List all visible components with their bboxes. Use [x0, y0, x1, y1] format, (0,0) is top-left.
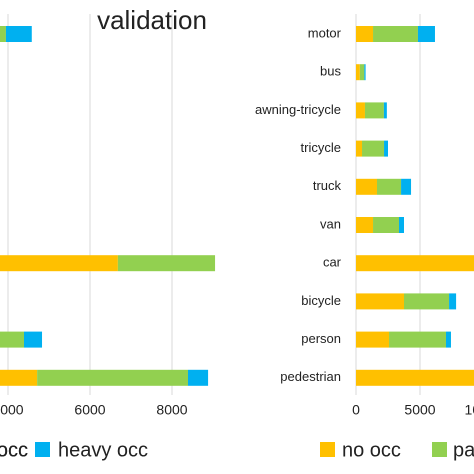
bar-segment — [356, 26, 374, 42]
bar-segment — [362, 140, 385, 157]
category-label: pedestrian — [280, 369, 341, 384]
bar-segment — [356, 255, 474, 272]
bar-segment — [117, 255, 216, 272]
legend-swatch — [432, 442, 447, 457]
bar-segment — [0, 369, 38, 386]
legend-label: partial occ — [0, 439, 28, 461]
bar-segment — [0, 26, 6, 42]
x-tick-label: 10000 — [465, 402, 474, 418]
category-label: tricycle — [301, 140, 341, 155]
bar-segment — [389, 331, 446, 348]
legend-label: no occ — [342, 439, 401, 461]
bar-segment — [373, 26, 418, 42]
bar-segment — [356, 64, 360, 81]
category-label: van — [320, 216, 341, 231]
bar-segment — [449, 293, 457, 310]
bar-segment — [5, 26, 32, 42]
bar-segment — [356, 217, 374, 233]
bar-segment — [364, 64, 366, 81]
bar-segment — [356, 178, 377, 195]
legend-swatch — [35, 442, 50, 457]
bar-segment — [383, 102, 387, 119]
bar-segment — [364, 102, 384, 119]
bar-segment — [373, 217, 400, 233]
x-tick-label: 0 — [352, 402, 360, 418]
bar-segment — [401, 178, 412, 195]
bar-segment — [404, 293, 450, 310]
bar-segment — [187, 369, 209, 386]
bar-segment — [356, 369, 474, 386]
category-label: bicycle — [301, 293, 341, 308]
legend-label: no occ — [0, 439, 28, 461]
x-tick-label: 4000 — [0, 402, 24, 418]
bar-segment — [356, 293, 404, 310]
legend-label: heavy occ — [58, 439, 148, 461]
bar-segment — [356, 140, 363, 157]
category-label: bus — [320, 64, 341, 79]
x-tick-label: 6000 — [74, 402, 105, 418]
legend-label: partial occ — [453, 439, 474, 461]
category-label: car — [323, 255, 342, 270]
bar-segment — [0, 331, 24, 348]
chart-title: validation — [97, 5, 207, 35]
bar-segment — [359, 64, 365, 81]
category-label: motor — [308, 25, 342, 40]
bar-segment — [376, 178, 402, 195]
x-tick-label: 5000 — [404, 402, 435, 418]
x-tick-label: 8000 — [156, 402, 187, 418]
bar-segment — [0, 255, 118, 272]
bar-segment — [399, 217, 404, 233]
category-label: person — [301, 331, 341, 346]
bar-segment — [384, 140, 388, 157]
bar-segment — [23, 331, 43, 348]
bar-segment — [37, 369, 188, 386]
bar-segment — [417, 26, 435, 42]
bar-segment — [445, 331, 451, 348]
bar-segment — [356, 102, 365, 119]
legend-swatch — [320, 442, 335, 457]
bar-segment — [356, 331, 390, 348]
category-label: awning-tricycle — [255, 102, 341, 117]
category-label: truck — [313, 178, 342, 193]
